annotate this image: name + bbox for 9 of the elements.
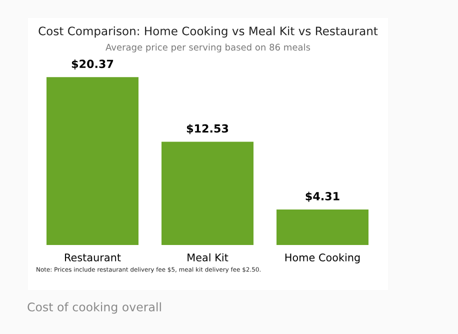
data-label: $4.31 (306, 192, 340, 202)
x-tick-label: Home Cooking (285, 253, 360, 264)
x-tick-label: Restaurant (65, 254, 121, 262)
text: Cost of cooking overall (28, 302, 161, 314)
x-tick-label: Meal Kit (188, 253, 228, 262)
data-label: $20.37 (72, 59, 114, 70)
data-label: $12.53 (186, 124, 228, 134)
chart-subtitle: Average price per serving based on 86 meals (106, 44, 310, 52)
chart-title: Cost Comparison: Home Cooking vs Meal Kit vs Restaurant (38, 26, 378, 38)
